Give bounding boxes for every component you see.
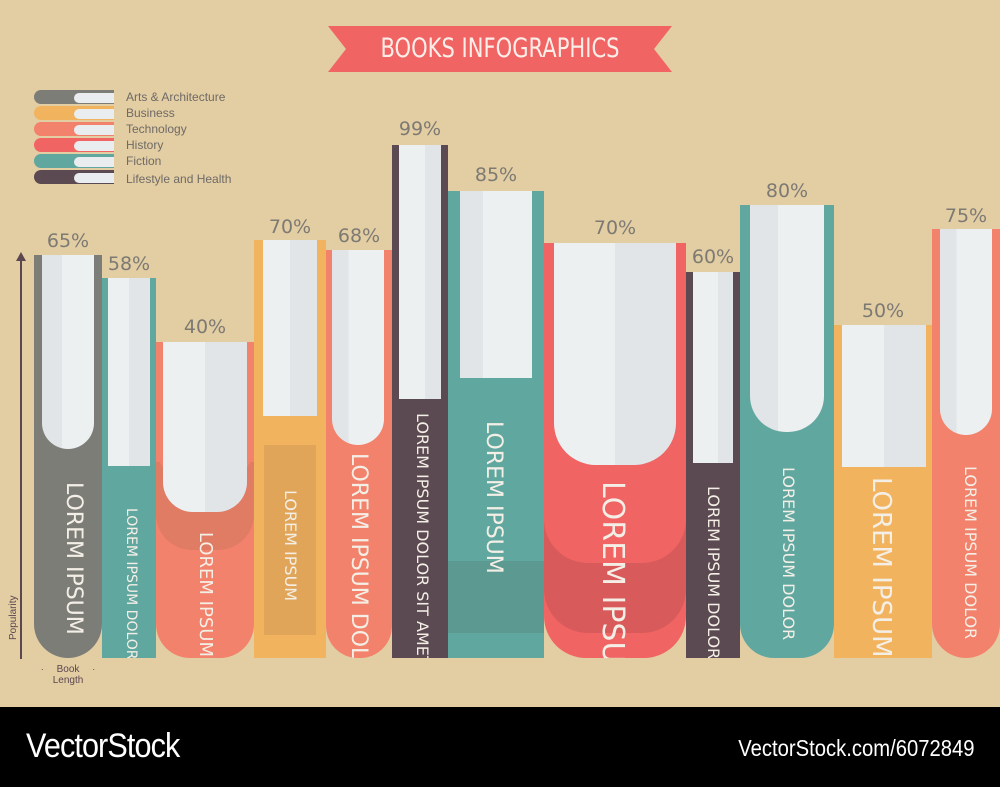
- legend-label: Arts & Architecture: [126, 90, 226, 104]
- watermark-footer: VectorStock VectorStock.com/6072849: [0, 707, 1000, 787]
- legend-label: Lifestyle and Health: [126, 172, 232, 186]
- image-id-text: VectorStock.com/6072849: [737, 735, 974, 761]
- title-banner: BOOKS INFOGRAPHICS: [328, 26, 672, 72]
- book-bar-2: LOREM IPSUM DOLOR: [102, 278, 156, 658]
- spine-label: LOREM IPSUM: [281, 490, 300, 602]
- book-bar-12: LOREM IPSUM DOLOR: [932, 229, 1000, 658]
- value-label: 75%: [944, 205, 988, 227]
- book-swatch-icon: [34, 106, 114, 120]
- double-arrow-horizontal-icon: [41, 669, 95, 670]
- x-axis-label-line1: Book: [56, 664, 80, 675]
- value-label: 50%: [861, 300, 905, 322]
- book-swatch-icon: [34, 154, 114, 168]
- infographic-canvas: BOOKS INFOGRAPHICS Arts & Architecture B…: [8, 26, 1000, 686]
- y-axis-line: [20, 255, 22, 659]
- spine-label: LOREM IPSUM: [866, 477, 896, 658]
- value-label: 40%: [183, 316, 227, 338]
- ribbon-shape-icon: [328, 26, 672, 72]
- spine-label: LOREM IPSUM DOLOR SIT AMET: [413, 413, 432, 658]
- spine-label: LOREM IPSUM DOLOR: [961, 466, 980, 640]
- spine-label: LOREM IPSUM DOLOR: [704, 486, 723, 658]
- value-label: 85%: [474, 164, 518, 186]
- value-label: 70%: [593, 217, 637, 239]
- book-bar-6: LOREM IPSUM DOLOR SIT AMET: [392, 145, 448, 658]
- spine-label: LOREM IPSUM DOLOR: [779, 467, 798, 641]
- spine-label: LOREM IPSUM: [195, 532, 216, 657]
- book-swatch-icon: [34, 90, 114, 104]
- y-axis-label: Popularity: [8, 595, 19, 640]
- book-bar-3: LOREM IPSUM: [156, 342, 254, 658]
- book-swatch-icon: [34, 122, 114, 136]
- spine-label: LOREM IPSUM: [481, 421, 506, 574]
- value-label: 68%: [337, 225, 381, 247]
- book-bar-11: LOREM IPSUM: [834, 325, 932, 658]
- book-bar-8: LOREM IPSUM: [544, 243, 686, 658]
- x-axis-label-line2: Length: [52, 675, 84, 686]
- spine-label: LOREM IPSUM DOLOR: [346, 453, 371, 658]
- book-bar-1: LOREM IPSUM: [34, 255, 102, 658]
- book-swatch-icon: [34, 170, 114, 184]
- value-label: 80%: [765, 180, 809, 202]
- x-axis-label: Book Length: [44, 664, 92, 686]
- value-label: 58%: [107, 253, 151, 275]
- value-label: 60%: [691, 246, 735, 268]
- book-bar-4: LOREM IPSUM: [254, 240, 326, 658]
- spine-label: LOREM IPSUM: [595, 481, 630, 658]
- book-bar-5: LOREM IPSUM DOLOR: [326, 250, 392, 658]
- spine-label: LOREM IPSUM DOLOR: [123, 508, 139, 658]
- legend-label: Fiction: [126, 154, 162, 168]
- value-label: 65%: [46, 230, 90, 252]
- legend-label: Technology: [126, 122, 187, 136]
- value-label: 99%: [398, 118, 442, 140]
- legend-label: Business: [126, 106, 175, 120]
- spine-label: LOREM IPSUM: [61, 482, 86, 635]
- book-bar-9: LOREM IPSUM DOLOR: [686, 272, 740, 658]
- book-bar-7: LOREM IPSUM: [448, 191, 544, 658]
- legend-label: History: [126, 138, 164, 152]
- book-bar-10: LOREM IPSUM DOLOR: [740, 205, 834, 658]
- book-swatch-icon: [34, 138, 114, 152]
- value-label: 70%: [268, 216, 312, 238]
- vectorstock-logo: VectorStock: [26, 727, 180, 765]
- page-title: BOOKS INFOGRAPHICS: [380, 33, 620, 64]
